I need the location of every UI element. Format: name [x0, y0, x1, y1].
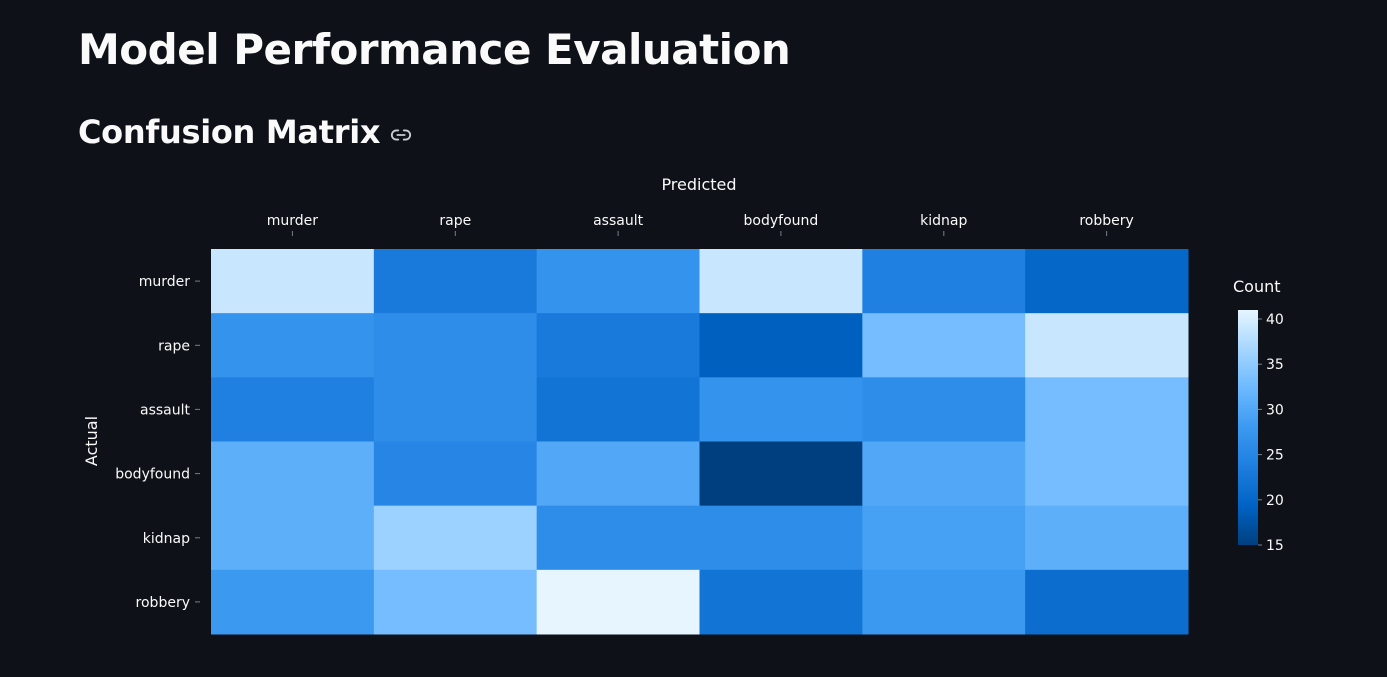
heatmap-cell — [211, 569, 375, 635]
x-tick-label: murder — [267, 213, 319, 229]
section-title: Confusion Matrix — [78, 113, 381, 151]
heatmap-cell — [1025, 441, 1189, 507]
colorbar-ticks: 15 20 25 30 35 40 — [1258, 312, 1284, 554]
heatmap-cell — [1025, 249, 1189, 314]
colorbar: Count 15 20 25 30 35 40 — [1233, 277, 1284, 554]
heatmap-cell — [699, 441, 863, 507]
heatmap-cell — [862, 441, 1026, 507]
colorbar-tick-label: 30 — [1266, 402, 1284, 418]
colorbar-tick-label: 20 — [1266, 493, 1284, 509]
y-axis-label: Actual — [82, 416, 101, 466]
heatmap-cell — [862, 249, 1026, 314]
colorbar-tick-label: 15 — [1266, 538, 1284, 554]
heatmap-cell — [1025, 569, 1189, 635]
y-tick-label: robbery — [136, 595, 190, 611]
heatmap-cell — [699, 569, 863, 635]
heatmap-cell — [862, 569, 1026, 635]
y-tick-label: murder — [139, 274, 191, 290]
link-icon[interactable] — [390, 124, 412, 146]
x-axis-ticks: murder rape assault bodyfound kidnap robbery — [267, 213, 1134, 236]
heatmap-cell — [699, 313, 863, 378]
x-tick-label: robbery — [1079, 213, 1133, 229]
y-tick-label: assault — [140, 402, 191, 418]
heatmap-cell — [373, 441, 538, 507]
x-tick-label: kidnap — [920, 213, 967, 229]
x-tick-label: assault — [593, 213, 644, 229]
colorbar-tick-label: 40 — [1266, 312, 1284, 328]
heatmap-cell — [1025, 313, 1189, 378]
heatmap-cell — [1025, 505, 1189, 571]
heatmap-cell — [536, 313, 700, 378]
heatmap-cell — [373, 313, 538, 378]
heatmap-cell — [211, 377, 375, 442]
heatmap-cells — [211, 249, 1189, 635]
section-header: Confusion Matrix — [78, 110, 412, 154]
heatmap-cell — [373, 249, 538, 314]
heatmap-cell — [862, 313, 1026, 378]
x-axis-label: Predicted — [661, 175, 736, 194]
heatmap-cell — [1025, 377, 1189, 442]
x-tick-label: rape — [439, 213, 471, 229]
heatmap-cell — [536, 377, 700, 442]
heatmap-cell — [373, 569, 538, 635]
heatmap-cell — [699, 249, 863, 314]
y-tick-label: rape — [158, 338, 190, 354]
heatmap-cell — [373, 377, 538, 442]
heatmap-cell — [211, 249, 375, 314]
y-tick-label: kidnap — [143, 531, 190, 547]
heatmap-cell — [536, 441, 700, 507]
colorbar-tick-label: 25 — [1266, 448, 1284, 464]
y-tick-label: bodyfound — [115, 467, 190, 483]
heatmap-cell — [536, 569, 700, 635]
y-axis-ticks: murder rape assault bodyfound kidnap robbery — [115, 274, 200, 611]
page-title: Model Performance Evaluation — [78, 25, 791, 74]
x-tick-label: bodyfound — [744, 213, 819, 229]
heatmap-cell — [211, 441, 375, 507]
heatmap-cell — [211, 505, 375, 571]
colorbar-gradient — [1238, 310, 1258, 545]
heatmap-cell — [211, 313, 375, 378]
heatmap-cell — [373, 505, 538, 571]
colorbar-title: Count — [1233, 277, 1281, 296]
heatmap-cell — [699, 505, 863, 571]
heatmap-cell — [862, 505, 1026, 571]
heatmap-cell — [699, 377, 863, 442]
heatmap-cell — [536, 505, 700, 571]
colorbar-tick-label: 35 — [1266, 357, 1284, 373]
heatmap-cell — [536, 249, 700, 314]
heatmap-cell — [862, 377, 1026, 442]
